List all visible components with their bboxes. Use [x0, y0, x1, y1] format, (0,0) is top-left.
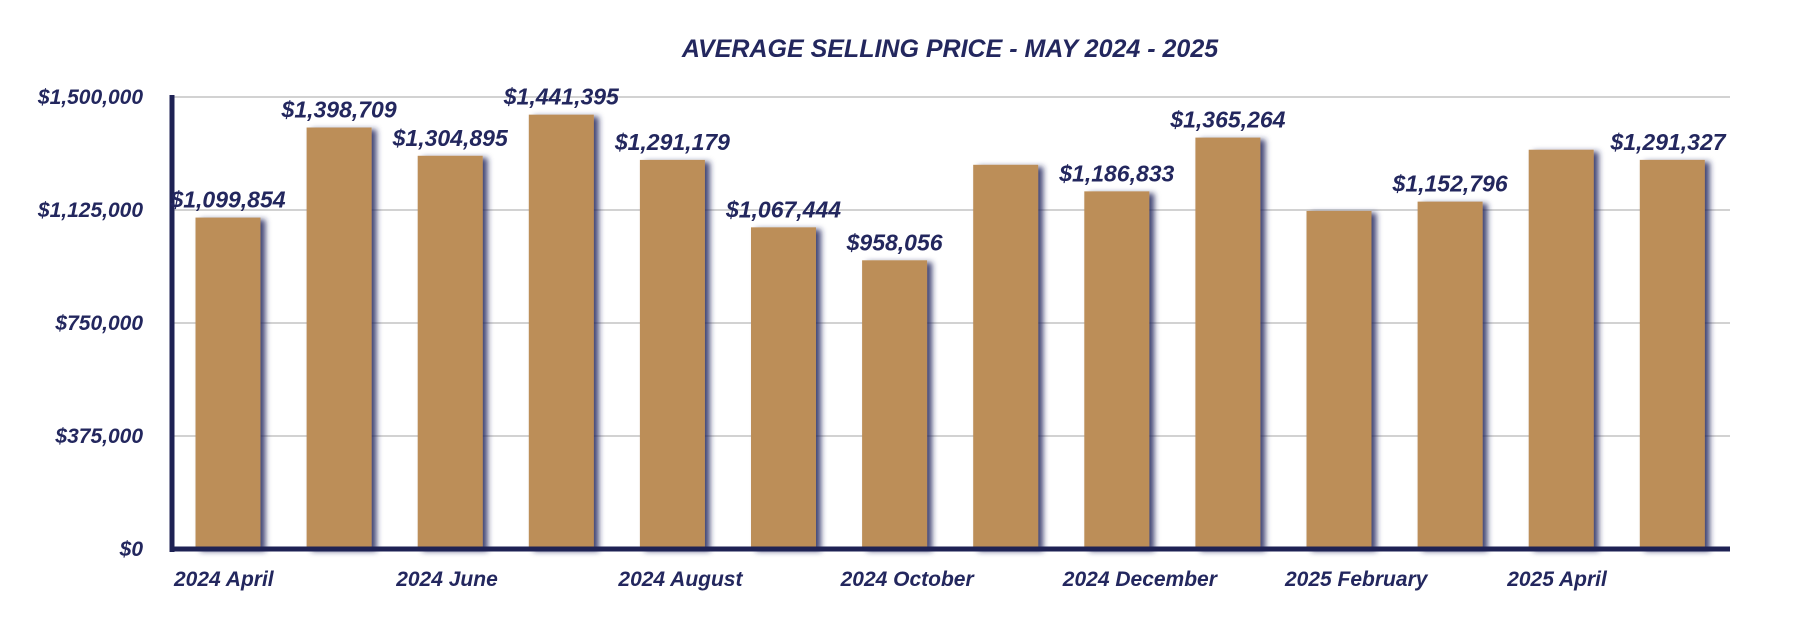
bar — [1528, 149, 1594, 549]
data-label: $1,186,833 — [1058, 160, 1174, 186]
x-tick-label: 2024 August — [617, 568, 743, 591]
x-tick-label: 2025 April — [1506, 568, 1608, 591]
bar — [973, 164, 1039, 550]
data-label: $1,067,444 — [725, 196, 841, 222]
bar — [862, 260, 928, 549]
data-label: $1,365,264 — [1169, 107, 1285, 133]
data-label: $1,398,709 — [281, 97, 397, 123]
x-tick-label: 2024 April — [173, 568, 275, 591]
bar — [1417, 201, 1483, 549]
y-tick-label: $750,000 — [54, 312, 143, 335]
data-label: $1,099,854 — [169, 187, 285, 213]
y-axis-tick-labels: $0 $375,000 $750,000 $1,125,000 $1,500,000 — [37, 86, 143, 561]
data-labels: $1,099,854 $1,398,709$1,304,895 $1,441,395… — [169, 84, 1726, 256]
data-label: $1,152,796 — [1392, 171, 1508, 197]
x-tick-label: 2025 February — [1284, 568, 1429, 591]
y-tick-label: $1,500,000 — [37, 86, 143, 109]
x-tick-label: 2024 June — [395, 568, 498, 591]
x-axis-tick-labels: 2024 April 2024 June 2024 August 2024 Octob… — [173, 568, 1608, 591]
y-tick-label: $1,125,000 — [37, 199, 143, 222]
bar — [1084, 191, 1150, 549]
bar — [1639, 159, 1705, 549]
x-tick-label: 2024 October — [840, 568, 976, 591]
chart-title: AVERAGE SELLING PRICE - MAY 2024 - 2025 — [681, 35, 1219, 63]
data-label: $958,056 — [846, 229, 943, 255]
data-label: $1,291,327 — [1609, 129, 1726, 155]
data-label: $1,441,395 — [503, 84, 620, 110]
y-tick-label: $0 — [119, 538, 144, 561]
x-tick-label: 2024 December — [1062, 568, 1219, 591]
bar — [306, 127, 372, 550]
data-label: $1,304,895 — [392, 125, 509, 151]
data-label: $1,291,179 — [614, 129, 730, 155]
bar — [195, 217, 261, 549]
y-tick-label: $375,000 — [54, 425, 143, 448]
axes — [169, 95, 1730, 552]
bar — [528, 114, 594, 549]
bar — [639, 159, 705, 549]
bar — [417, 155, 483, 550]
bar — [1195, 137, 1261, 549]
bar — [751, 227, 816, 549]
bars — [195, 114, 1705, 550]
bar — [1306, 210, 1372, 550]
